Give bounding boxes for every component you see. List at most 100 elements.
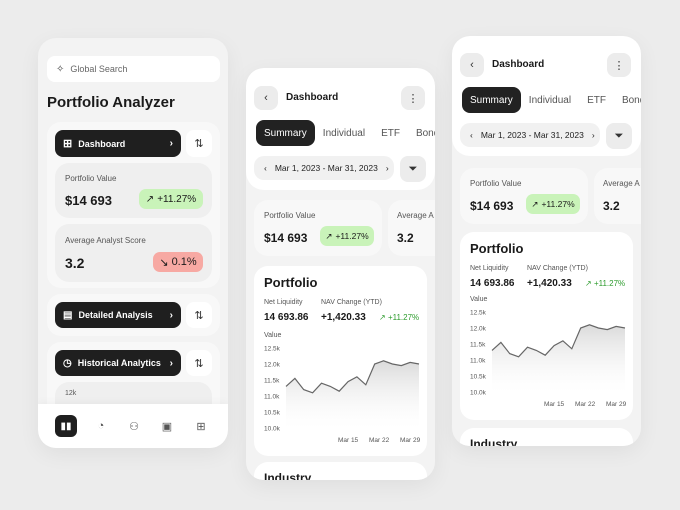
date-range-picker[interactable]: ‹ Mar 1, 2023 - Mar 31, 2023 › — [254, 156, 394, 180]
chevron-right-icon: › — [385, 163, 389, 173]
back-button[interactable]: ‹ — [460, 53, 484, 77]
nav-pie-button[interactable]: ◔ — [90, 415, 112, 437]
trend-up-icon: ↗ — [379, 313, 388, 322]
chevron-right-icon: › — [169, 309, 173, 321]
nav-doc-button[interactable]: ▣ — [156, 415, 178, 437]
portfolio-value: $14 693 — [470, 199, 514, 213]
sparkle-search-icon: ✧ — [56, 63, 65, 75]
back-button[interactable]: ‹ — [254, 86, 278, 110]
portfolio-value: $14 693 — [65, 193, 112, 208]
dashboard-button[interactable]: ⊞ Dashboard › — [55, 130, 181, 157]
date-range-picker[interactable]: ‹ Mar 1, 2023 - Mar 31, 2023 › — [460, 123, 600, 147]
nav-change-value: +1,420.33 — [321, 312, 366, 323]
tab-bar: Summary Individual ETF Bond — [462, 87, 641, 113]
detailed-label: Detailed Analysis — [78, 310, 153, 320]
nav-pct-value: +11.27% — [387, 313, 420, 322]
chevron-left-icon: ‹ — [264, 163, 267, 173]
portfolio-value-label: Portfolio Value — [470, 179, 522, 188]
chevron-right-icon: › — [169, 138, 173, 149]
y-tick-label: 12.0k — [470, 326, 487, 333]
date-range: Mar 1, 2023 - Mar 31, 2023 — [480, 130, 584, 140]
tab-summary[interactable]: Summary — [256, 120, 315, 146]
nav-people-button[interactable]: ⚇ — [123, 415, 145, 437]
nav-change-label: NAV Change (YTD) — [321, 299, 382, 306]
tab-individual[interactable]: Individual — [528, 94, 572, 106]
analyst-change-badge: ↘ 0.1% — [153, 252, 203, 272]
tab-etf[interactable]: ETF — [587, 94, 606, 106]
avg-score-card: Average A 3.2 — [388, 200, 435, 256]
tab-etf[interactable]: ETF — [381, 127, 400, 139]
historical-analytics-button[interactable]: ◷ Historical Analytics › — [55, 350, 181, 376]
right-header: ‹ Dashboard ⋮ Summary Individual ETF Bon… — [452, 36, 641, 156]
document-icon: ▣ — [161, 420, 173, 433]
avg-label: Average A — [603, 179, 640, 188]
left-phone: ✧ Global Search Portfolio Analyzer ⊞ Das… — [38, 38, 228, 448]
value-axis-label: Value — [264, 332, 282, 339]
portfolio-change-badge: ↗ +11.27% — [526, 194, 580, 214]
series-line — [285, 360, 420, 394]
filter-icon: ⏷ — [614, 129, 624, 142]
net-liquidity-label: Net Liquidity — [264, 299, 303, 306]
sliders-button-3[interactable]: ⇅ — [186, 350, 212, 376]
trend-up-icon: ↗ — [531, 198, 539, 209]
tab-bond[interactable]: Bond — [415, 127, 435, 139]
x-tick-label: Mar 29 — [400, 437, 421, 444]
sliders-button-2[interactable]: ⇅ — [186, 302, 212, 328]
portfolio-value: $14 693 — [264, 231, 308, 245]
dashboard-label: Dashboard — [78, 138, 126, 149]
x-tick-label: Mar 22 — [575, 401, 596, 408]
chevron-left-icon: ‹ — [264, 92, 268, 104]
industry-title: Industry — [470, 437, 518, 446]
trend-up-icon: ↗ — [325, 230, 333, 241]
chevron-left-icon: ‹ — [470, 59, 474, 71]
tab-summary[interactable]: Summary — [462, 87, 521, 113]
avg-label: Average A — [397, 211, 434, 220]
portfolio-change-badge: ↗ +11.27% — [320, 226, 374, 246]
document-search-icon: ▤ — [63, 309, 73, 321]
sliders-button[interactable]: ⇅ — [186, 130, 212, 157]
y-tick-label: 11.5k — [470, 342, 486, 349]
industry-card: Industry — [460, 428, 633, 446]
y-tick-label: 10.0k — [264, 426, 281, 433]
search-bar[interactable]: ✧ Global Search — [47, 56, 220, 82]
portfolio-chart-card: Portfolio Net Liquidity 14 693.86 NAV Ch… — [460, 232, 633, 420]
portfolio-value-label: Portfolio Value — [264, 211, 316, 220]
chevron-right-icon: › — [591, 130, 595, 140]
more-button[interactable]: ⋮ — [401, 86, 425, 110]
sliders-icon: ⇅ — [194, 138, 204, 150]
nav-home-button[interactable]: ▮▮ — [55, 415, 77, 437]
middle-header: ‹ Dashboard ⋮ Summary Individual ETF Bon… — [246, 68, 435, 190]
x-tick-label: Mar 15 — [338, 437, 359, 444]
net-liquidity-value: 14 693.86 — [470, 278, 515, 289]
y-tick-label: 11.0k — [264, 394, 280, 401]
nav-grid-button[interactable]: ⊞ — [190, 415, 212, 437]
portfolio-value-card: Portfolio Value $14 693 ↗ +11.27% — [460, 168, 588, 224]
analyst-change: 0.1% — [171, 256, 197, 268]
nav-pct: ↗ +11.27% — [379, 313, 419, 322]
bars-chart-icon: ▮▮ — [60, 420, 72, 432]
tab-bar: Summary Individual ETF Bond — [256, 120, 435, 146]
portfolio-change: +11.27% — [335, 231, 369, 241]
detailed-analysis-button[interactable]: ▤ Detailed Analysis › — [55, 302, 181, 328]
tab-individual[interactable]: Individual — [322, 127, 366, 139]
y-tick-label: 12.5k — [470, 310, 487, 317]
tab-bond[interactable]: Bond — [621, 94, 641, 106]
sliders-icon: ⇅ — [194, 309, 204, 322]
filter-button[interactable]: ⏷ — [606, 123, 632, 149]
nav-pct-value: +11.27% — [593, 279, 626, 288]
filter-icon: ⏷ — [408, 162, 418, 175]
more-vertical-icon: ⋮ — [407, 92, 419, 105]
chart-area-fill — [492, 324, 625, 392]
filter-button[interactable]: ⏷ — [400, 156, 426, 182]
portfolio-value-card: Portfolio Value $14 693 ↗ +11.27% — [254, 200, 382, 256]
more-button[interactable]: ⋮ — [607, 53, 631, 77]
x-tick-label: Mar 22 — [369, 437, 390, 444]
net-liquidity-value: 14 693.86 — [264, 312, 309, 323]
chart-title: Portfolio — [264, 275, 318, 290]
search-placeholder: Global Search — [70, 64, 128, 74]
portfolio-chart-card: Portfolio Net Liquidity 14 693.86 NAV Ch… — [254, 266, 427, 456]
bottom-nav: ▮▮ ◔ ⚇ ▣ ⊞ — [38, 404, 228, 448]
avg-value: 3.2 — [603, 199, 620, 213]
y-tick-label: 10.0k — [470, 390, 487, 397]
avg-score-card: Average A 3.2 — [594, 168, 641, 224]
